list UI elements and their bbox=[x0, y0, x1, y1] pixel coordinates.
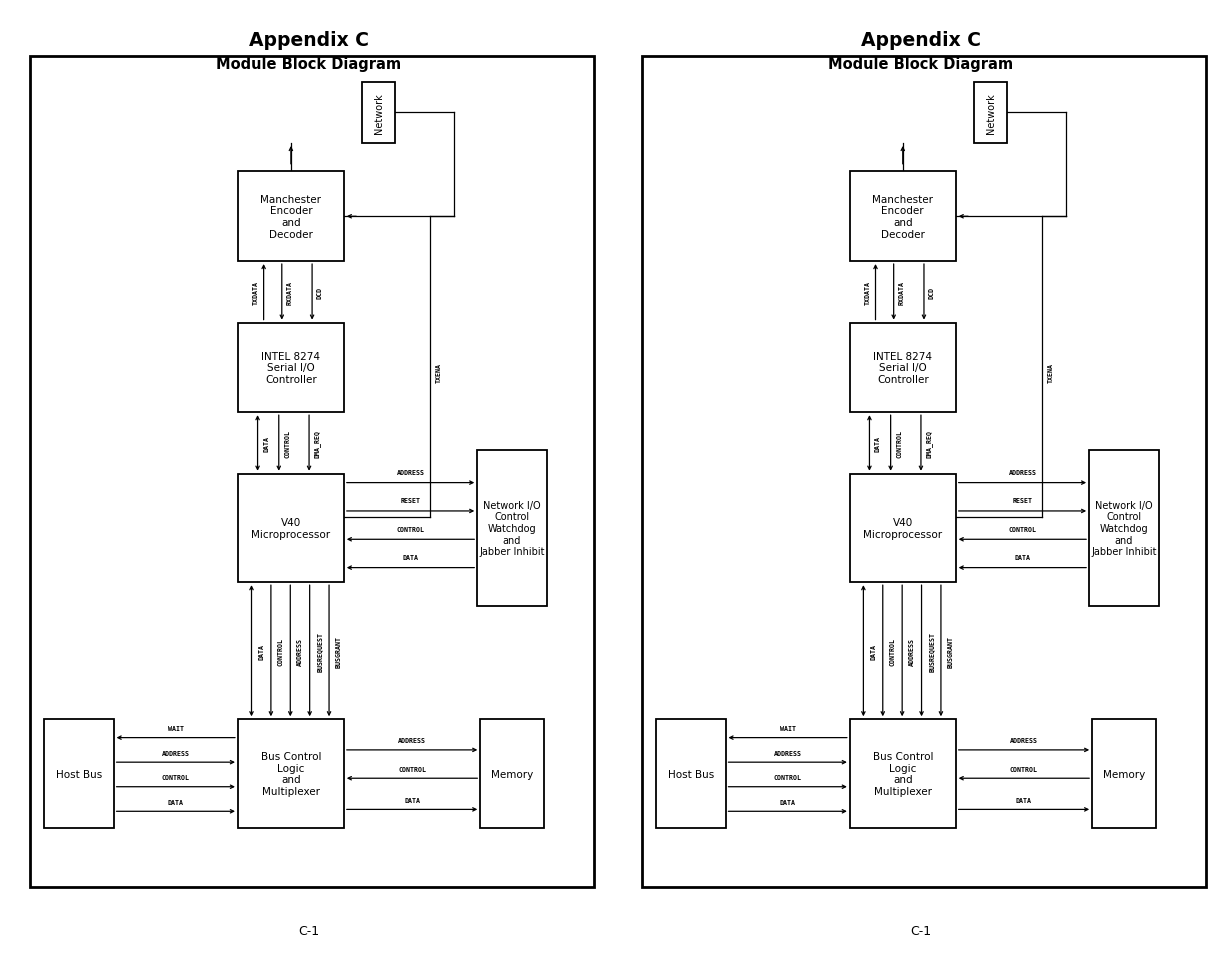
Text: V40
Microprocessor: V40 Microprocessor bbox=[863, 517, 942, 539]
Text: Network: Network bbox=[985, 92, 995, 133]
Text: DATA: DATA bbox=[780, 799, 796, 805]
Bar bbox=[237, 720, 344, 828]
Text: ADDRESS: ADDRESS bbox=[399, 738, 426, 743]
Text: CONTROL: CONTROL bbox=[278, 637, 284, 665]
Text: DATA: DATA bbox=[263, 436, 269, 452]
Text: DATA: DATA bbox=[1016, 797, 1032, 803]
Text: Module Block Diagram: Module Block Diagram bbox=[828, 56, 1014, 71]
Text: INTEL 8274
Serial I/O
Controller: INTEL 8274 Serial I/O Controller bbox=[873, 352, 932, 385]
Text: Network: Network bbox=[374, 92, 384, 133]
Text: C-1: C-1 bbox=[910, 923, 931, 937]
Text: DATA: DATA bbox=[875, 436, 881, 452]
Text: Host Bus: Host Bus bbox=[55, 769, 102, 779]
Text: CONTROL: CONTROL bbox=[396, 526, 424, 532]
Bar bbox=[44, 720, 113, 828]
Text: DATA: DATA bbox=[258, 643, 264, 659]
Text: CONTROL: CONTROL bbox=[162, 774, 189, 781]
Bar bbox=[237, 475, 344, 582]
Text: C-1: C-1 bbox=[299, 923, 320, 937]
Text: ADDRESS: ADDRESS bbox=[396, 470, 424, 476]
Bar bbox=[477, 451, 547, 606]
Text: DMA_REQ: DMA_REQ bbox=[314, 430, 321, 457]
Bar bbox=[850, 323, 956, 413]
Text: CONTROL: CONTROL bbox=[1010, 766, 1038, 772]
Text: DATA: DATA bbox=[870, 643, 876, 659]
Text: ADDRESS: ADDRESS bbox=[1009, 470, 1037, 476]
Text: BUSGRANT: BUSGRANT bbox=[336, 635, 342, 667]
Bar bbox=[850, 475, 956, 582]
Text: CONTROL: CONTROL bbox=[774, 774, 802, 781]
Bar bbox=[1092, 720, 1156, 828]
Text: Memory: Memory bbox=[491, 769, 533, 779]
Text: Bus Control
Logic
and
Multiplexer: Bus Control Logic and Multiplexer bbox=[261, 751, 321, 796]
Text: CONTROL: CONTROL bbox=[399, 766, 426, 772]
Text: DATA: DATA bbox=[167, 799, 183, 805]
Text: CONTROL: CONTROL bbox=[284, 430, 290, 457]
Text: BUSREQUEST: BUSREQUEST bbox=[929, 631, 935, 671]
Text: ADDRESS: ADDRESS bbox=[296, 637, 303, 665]
Text: Appendix C: Appendix C bbox=[861, 31, 982, 51]
Text: TXDATA: TXDATA bbox=[865, 280, 871, 305]
Text: Appendix C: Appendix C bbox=[248, 31, 369, 51]
Bar bbox=[656, 720, 726, 828]
Text: V40
Microprocessor: V40 Microprocessor bbox=[251, 517, 331, 539]
Text: BUSGRANT: BUSGRANT bbox=[947, 635, 953, 667]
Bar bbox=[1089, 451, 1159, 606]
Text: Memory: Memory bbox=[1103, 769, 1145, 779]
Text: WAIT: WAIT bbox=[167, 725, 183, 731]
Text: ADDRESS: ADDRESS bbox=[1010, 738, 1038, 743]
Text: TXDATA: TXDATA bbox=[252, 280, 258, 305]
Text: TXENA: TXENA bbox=[1048, 363, 1054, 383]
Text: DATA: DATA bbox=[403, 797, 421, 803]
Text: Network I/O
Control
Watchdog
and
Jabber Inhibit: Network I/O Control Watchdog and Jabber … bbox=[480, 500, 545, 557]
Text: TXENA: TXENA bbox=[435, 363, 442, 383]
Bar bbox=[480, 720, 544, 828]
Text: CONTROL: CONTROL bbox=[889, 637, 895, 665]
Text: BUSREQUEST: BUSREQUEST bbox=[316, 631, 322, 671]
Text: DCD: DCD bbox=[929, 287, 935, 298]
Text: Bus Control
Logic
and
Multiplexer: Bus Control Logic and Multiplexer bbox=[872, 751, 934, 796]
Text: RESET: RESET bbox=[1012, 497, 1032, 504]
Text: Manchester
Encoder
and
Decoder: Manchester Encoder and Decoder bbox=[261, 194, 321, 239]
Bar bbox=[974, 83, 1007, 144]
Text: WAIT: WAIT bbox=[780, 725, 796, 731]
Text: CONTROL: CONTROL bbox=[1009, 526, 1037, 532]
Bar bbox=[850, 172, 956, 262]
Bar bbox=[237, 323, 344, 413]
Text: DCD: DCD bbox=[317, 287, 323, 298]
Text: Host Bus: Host Bus bbox=[668, 769, 713, 779]
Text: RXDATA: RXDATA bbox=[899, 280, 904, 305]
Text: CONTROL: CONTROL bbox=[897, 430, 902, 457]
Text: DATA: DATA bbox=[1015, 555, 1031, 560]
Text: DMA_REQ: DMA_REQ bbox=[926, 430, 932, 457]
Text: Module Block Diagram: Module Block Diagram bbox=[216, 56, 402, 71]
Text: Manchester
Encoder
and
Decoder: Manchester Encoder and Decoder bbox=[872, 194, 934, 239]
Text: DATA: DATA bbox=[402, 555, 418, 560]
Bar bbox=[237, 172, 344, 262]
Text: ADDRESS: ADDRESS bbox=[774, 750, 802, 756]
Text: Network I/O
Control
Watchdog
and
Jabber Inhibit: Network I/O Control Watchdog and Jabber … bbox=[1091, 500, 1156, 557]
Text: ADDRESS: ADDRESS bbox=[909, 637, 915, 665]
Bar bbox=[362, 83, 395, 144]
Bar bbox=[642, 56, 1205, 887]
Text: RXDATA: RXDATA bbox=[287, 280, 293, 305]
Text: INTEL 8274
Serial I/O
Controller: INTEL 8274 Serial I/O Controller bbox=[262, 352, 320, 385]
Bar bbox=[31, 56, 594, 887]
Text: RESET: RESET bbox=[401, 497, 421, 504]
Bar bbox=[850, 720, 956, 828]
Text: ADDRESS: ADDRESS bbox=[162, 750, 189, 756]
